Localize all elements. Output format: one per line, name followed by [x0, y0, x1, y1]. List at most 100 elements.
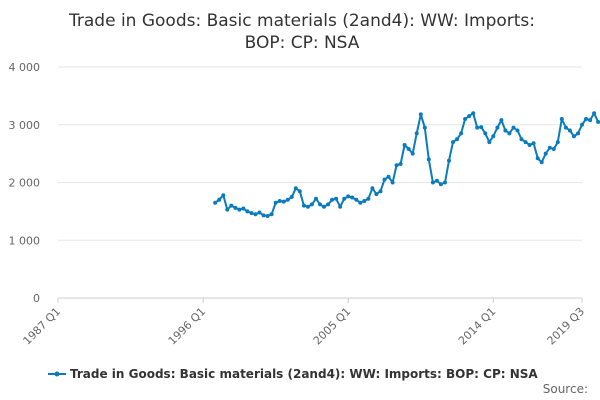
data-point[interactable] [301, 203, 306, 208]
data-point[interactable] [455, 137, 459, 142]
data-point[interactable] [309, 202, 314, 207]
data-point[interactable] [314, 196, 318, 201]
data-point[interactable] [233, 205, 238, 210]
data-point[interactable] [213, 200, 218, 205]
data-point[interactable] [491, 134, 496, 139]
data-point[interactable] [555, 140, 560, 145]
data-point[interactable] [551, 147, 556, 151]
data-point[interactable] [330, 197, 335, 202]
data-point[interactable] [414, 131, 419, 136]
data-point[interactable] [459, 131, 464, 136]
data-point[interactable] [245, 209, 250, 214]
data-point[interactable] [221, 193, 226, 198]
data-point[interactable] [253, 212, 258, 217]
data-point[interactable] [463, 117, 468, 121]
data-point[interactable] [507, 131, 512, 136]
data-point[interactable] [334, 196, 339, 201]
data-point[interactable] [547, 145, 552, 150]
data-point[interactable] [523, 140, 528, 145]
data-point[interactable] [543, 151, 548, 156]
data-point[interactable] [479, 125, 484, 130]
data-point[interactable] [571, 134, 576, 139]
data-point[interactable] [475, 125, 480, 130]
data-point[interactable] [366, 196, 371, 201]
data-point[interactable] [438, 182, 443, 187]
data-point[interactable] [350, 195, 355, 200]
data-point[interactable] [390, 180, 395, 185]
data-point[interactable] [225, 207, 230, 212]
data-point[interactable] [318, 202, 322, 207]
data-point[interactable] [285, 197, 290, 202]
data-point[interactable] [362, 199, 367, 203]
data-point[interactable] [406, 147, 411, 151]
data-point[interactable] [338, 204, 343, 209]
data-point[interactable] [370, 186, 375, 191]
data-point[interactable] [305, 204, 310, 209]
data-point[interactable] [584, 117, 588, 121]
data-point[interactable] [410, 151, 415, 156]
data-point[interactable] [503, 128, 508, 133]
data-point[interactable] [487, 140, 492, 145]
x-tick-label: 1987 Q1 [21, 305, 64, 348]
data-point[interactable] [402, 143, 407, 147]
data-point[interactable] [434, 178, 439, 183]
data-point[interactable] [277, 199, 282, 203]
data-point[interactable] [382, 177, 387, 182]
data-point[interactable] [249, 211, 254, 216]
data-point[interactable] [467, 114, 472, 119]
data-point[interactable] [426, 157, 431, 162]
data-point[interactable] [374, 192, 379, 197]
data-point[interactable] [447, 158, 451, 163]
data-point[interactable] [217, 197, 222, 202]
chart-title-line-1: Trade in Goods: Basic materials (2and4):… [68, 11, 535, 31]
data-point[interactable] [483, 131, 488, 136]
data-point[interactable] [471, 111, 476, 116]
data-point[interactable] [265, 214, 270, 218]
data-point[interactable] [322, 204, 326, 209]
data-point[interactable] [563, 125, 568, 130]
data-point[interactable] [451, 140, 455, 145]
data-point[interactable] [297, 189, 302, 194]
data-point[interactable] [342, 196, 347, 201]
data-point[interactable] [229, 203, 234, 208]
data-point[interactable] [293, 186, 298, 191]
data-point[interactable] [346, 194, 351, 199]
data-point[interactable] [535, 156, 540, 161]
data-point[interactable] [511, 125, 516, 130]
data-point[interactable] [596, 119, 600, 124]
data-point[interactable] [527, 143, 532, 147]
data-point[interactable] [531, 141, 536, 146]
data-point[interactable] [499, 118, 504, 123]
data-point[interactable] [495, 125, 500, 130]
data-point[interactable] [430, 180, 435, 185]
data-point[interactable] [378, 189, 383, 194]
data-point[interactable] [237, 207, 242, 212]
data-point[interactable] [394, 163, 399, 168]
data-point[interactable] [418, 112, 423, 117]
data-point[interactable] [289, 194, 294, 199]
data-point[interactable] [515, 128, 520, 133]
data-point[interactable] [354, 197, 359, 202]
data-point[interactable] [559, 117, 564, 121]
data-point[interactable] [580, 122, 584, 127]
data-point[interactable] [576, 131, 580, 136]
data-point[interactable] [588, 118, 593, 123]
data-point[interactable] [386, 174, 391, 179]
data-point[interactable] [539, 160, 544, 165]
legend[interactable]: Trade in Goods: Basic materials (2and4):… [48, 367, 538, 381]
data-point[interactable] [273, 200, 278, 205]
data-point[interactable] [519, 137, 524, 142]
data-point[interactable] [261, 213, 266, 218]
data-point[interactable] [358, 200, 363, 205]
data-point[interactable] [326, 202, 331, 207]
data-point[interactable] [241, 206, 246, 211]
data-point[interactable] [443, 180, 447, 185]
data-point[interactable] [398, 162, 403, 166]
data-point[interactable] [269, 212, 274, 217]
data-point[interactable] [257, 210, 262, 215]
data-point[interactable] [422, 125, 427, 130]
data-point[interactable] [281, 199, 286, 204]
data-point[interactable] [592, 111, 597, 116]
x-tick-label: 2019 Q3 [545, 305, 588, 348]
data-point[interactable] [567, 128, 572, 133]
